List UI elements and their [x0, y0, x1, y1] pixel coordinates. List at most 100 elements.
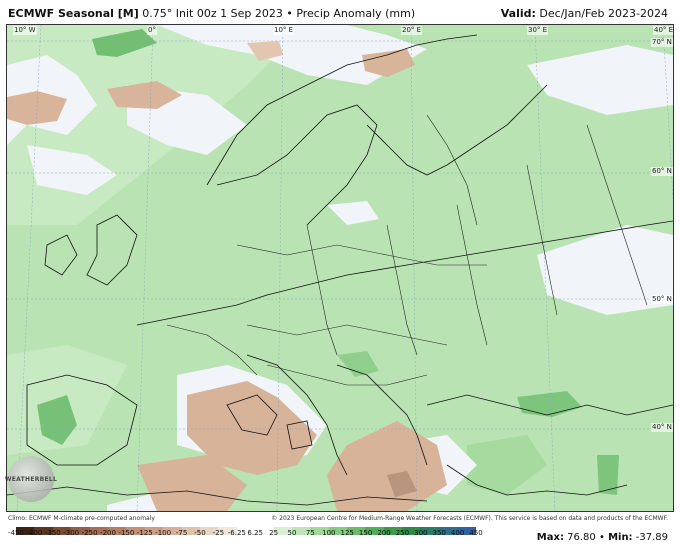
lat-tick: 50° N — [651, 295, 673, 304]
colorbar-label: -350 — [44, 529, 61, 537]
colorbar-label: -50 — [194, 529, 206, 537]
valid-label: Valid: — [500, 7, 536, 20]
colorbar-segment — [420, 527, 439, 535]
green-patch — [92, 29, 157, 57]
colorbar-segment — [365, 527, 384, 535]
title-details: 0.75° Init 00z 1 Sep 2023 • Precip Anoma… — [142, 7, 416, 20]
neutral-area — [527, 45, 673, 115]
colorbar-segment — [71, 527, 90, 535]
colorbar-label: -100 — [155, 529, 172, 537]
colorbar-label: -6.25 — [227, 529, 246, 537]
colorbar-label: 100 — [322, 529, 336, 537]
green-patch — [37, 395, 77, 445]
colorbar-label: 300 — [414, 529, 428, 537]
precip-anomaly-map: 10° W 0° 10° E 20° E 30° E 40° E 70° N 6… — [6, 24, 674, 512]
colorbar-label: 25 — [269, 529, 279, 537]
weatherbell-logo: WEATHERBELL — [4, 456, 58, 502]
colorbar-segment — [273, 527, 292, 535]
lat-tick: 60° N — [651, 167, 673, 176]
colorbar-label: 150 — [358, 529, 373, 537]
colorbar-label: -450 — [8, 529, 24, 537]
colorbar-label: 125 — [340, 529, 354, 537]
dry-area — [247, 41, 283, 61]
lat-tick: 70° N — [651, 38, 673, 47]
neutral-area — [157, 25, 427, 85]
colorbar-label: -250 — [81, 529, 98, 537]
title-model: ECMWF Seasonal [M] — [8, 7, 139, 20]
colorbar-segment — [438, 527, 458, 535]
dry-area-strong — [387, 471, 417, 497]
colorbar-segment — [34, 527, 53, 535]
colorbar-segment — [126, 527, 145, 535]
colorbar-segment — [457, 527, 476, 535]
min-label: Min: — [608, 532, 633, 543]
colorbar-label: -300 — [63, 529, 80, 537]
colorbar-segment — [52, 527, 72, 535]
neutral-area — [27, 145, 117, 195]
colorbar-label: 350 — [432, 529, 446, 537]
dry-area — [107, 81, 182, 109]
copyright-note: © 2023 European Centre for Medium-Range … — [271, 515, 668, 522]
lat-tick: 40° N — [651, 423, 673, 432]
colorbar-segment — [16, 527, 35, 535]
colorbar-segment — [291, 527, 311, 535]
colorbar-label: -400 — [26, 529, 43, 537]
colorbar-label: -125 — [136, 529, 153, 537]
lon-tick: 40° E — [653, 26, 674, 35]
map-canvas — [7, 25, 673, 511]
grid-lines — [7, 25, 673, 511]
dry-area — [137, 455, 247, 511]
colorbar-label: 400 — [450, 529, 465, 537]
colorbar-segment — [255, 527, 274, 535]
colorbar-label: -75 — [175, 529, 188, 537]
colorbar-segment — [347, 527, 366, 535]
max-label: Max: — [536, 532, 564, 543]
lon-tick: 10° W — [13, 26, 37, 35]
logo-text: WEATHERBELL — [4, 475, 58, 483]
colorbar-segment — [236, 527, 256, 535]
max-min-stats: Max: 76.80 • Min: -37.89 — [537, 532, 668, 543]
colorbar-label: 250 — [395, 529, 410, 537]
coastlines — [7, 34, 673, 506]
map-title: ECMWF Seasonal [M] 0.75° Init 00z 1 Sep … — [8, 7, 415, 20]
colorbar-label: -25 — [212, 529, 225, 537]
neutral-area — [537, 225, 673, 315]
green-patch — [467, 435, 547, 495]
lon-tick: 30° E — [527, 26, 549, 35]
green-patch — [597, 455, 619, 495]
country-borders — [166, 114, 648, 386]
colorbar-label: -200 — [100, 529, 116, 537]
lon-tick: 10° E — [273, 26, 295, 35]
stats-separator: • — [598, 532, 605, 543]
colorbar-segment — [199, 527, 219, 535]
dry-area — [7, 91, 67, 125]
colorbar-segment — [402, 527, 421, 535]
map-header: ECMWF Seasonal [M] 0.75° Init 00z 1 Sep … — [0, 0, 680, 24]
colorbar-label: 6.25 — [247, 529, 263, 537]
colorbar-segment — [218, 527, 237, 535]
valid-value: Dec/Jan/Feb 2023-2024 — [539, 7, 668, 20]
dry-area — [362, 49, 415, 77]
colorbar-label: 75 — [305, 529, 315, 537]
colorbar-labels: -450 -400 -350 -300 -250 -200 -150 -125 -100 -75-… — [8, 529, 496, 541]
colorbar-label: 200 — [377, 529, 391, 537]
min-value: -37.89 — [635, 532, 668, 543]
valid-period: Valid: Dec/Jan/Feb 2023-2024 — [501, 7, 668, 20]
colorbar-segment — [107, 527, 127, 535]
lon-tick: 0° — [147, 26, 157, 35]
colorbar-label: -150 — [118, 529, 135, 537]
dry-area — [187, 381, 317, 475]
colorbar-segment — [328, 527, 348, 535]
colorbar-label: 450 — [469, 529, 483, 537]
colorbar-segment — [144, 527, 164, 535]
colorbar-segment — [383, 527, 403, 535]
colorbar-label: 50 — [287, 529, 297, 537]
lon-tick: 20° E — [401, 26, 423, 35]
colorbar-segment — [310, 527, 329, 535]
dry-area — [327, 421, 447, 511]
colorbar — [16, 527, 476, 539]
colorbar-segment — [181, 527, 200, 535]
neutral-area — [327, 201, 379, 225]
green-patch — [337, 351, 379, 377]
colorbar-segment — [163, 527, 182, 535]
